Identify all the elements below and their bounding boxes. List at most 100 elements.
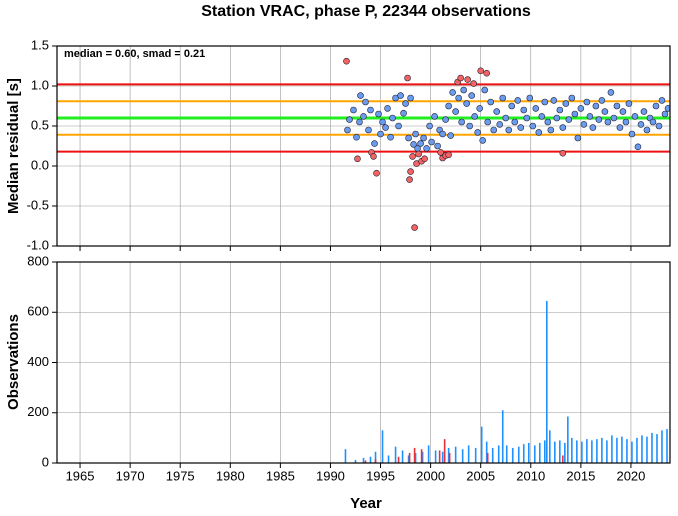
point [423, 145, 430, 152]
y-tick-label: 0.0 [31, 157, 49, 172]
point [407, 94, 414, 102]
bar [661, 430, 663, 463]
point [508, 102, 516, 110]
bar [381, 430, 384, 463]
y-tick-label: 1.5 [31, 37, 49, 52]
point [474, 129, 481, 136]
bar [474, 447, 477, 463]
bar [562, 455, 564, 463]
point [526, 94, 534, 102]
bar [621, 436, 623, 463]
point [580, 121, 588, 128]
point [604, 118, 612, 126]
point [382, 124, 389, 131]
bar [369, 456, 372, 463]
x-tick-label: 1995 [366, 468, 395, 483]
point [487, 98, 495, 106]
point [547, 126, 555, 134]
point [625, 100, 633, 107]
bar [421, 451, 424, 463]
bar [485, 441, 488, 463]
point [426, 122, 433, 130]
point [628, 130, 636, 138]
plot-frame [56, 45, 671, 247]
point [565, 116, 573, 123]
y-tick-label: 0.5 [31, 117, 49, 132]
x-tick-label: 1965 [66, 468, 95, 483]
point [517, 124, 525, 131]
point [343, 57, 350, 65]
point [344, 126, 351, 134]
point [356, 118, 363, 126]
bar [364, 460, 367, 463]
point [379, 118, 386, 126]
point [452, 108, 459, 115]
point [658, 97, 666, 104]
point [496, 121, 504, 128]
bar [394, 446, 397, 463]
x-axis-label: Year [350, 495, 382, 511]
point [598, 97, 606, 104]
bar [374, 451, 377, 463]
point [365, 126, 372, 134]
point [445, 102, 452, 110]
point [514, 97, 522, 104]
bar [427, 445, 430, 463]
y-tick-label: 400 [27, 354, 49, 369]
point [415, 150, 422, 158]
bar [486, 452, 489, 463]
bar [601, 437, 603, 463]
point [493, 108, 501, 115]
y-tick-label: 600 [27, 304, 49, 319]
bar [511, 447, 514, 463]
point [607, 89, 615, 96]
point [484, 118, 492, 126]
bar [414, 452, 417, 463]
point [619, 108, 627, 115]
point [405, 134, 412, 142]
bar [443, 439, 446, 463]
x-tick-label: 1980 [216, 468, 245, 483]
y-axis-label: Observations [5, 314, 22, 410]
bar [611, 435, 613, 463]
bar [636, 437, 638, 463]
bar [559, 440, 561, 463]
point [571, 110, 579, 118]
point [502, 114, 510, 122]
point [362, 98, 369, 106]
point [431, 113, 438, 120]
point [370, 153, 377, 160]
point [562, 100, 570, 107]
point [595, 116, 603, 123]
point [460, 86, 467, 94]
point [616, 124, 624, 131]
point [410, 141, 417, 148]
point [652, 102, 660, 110]
point [523, 114, 531, 122]
bar [576, 440, 578, 463]
point [350, 106, 357, 114]
bar [564, 442, 566, 463]
point [541, 98, 549, 106]
point [354, 155, 361, 163]
point [420, 134, 427, 142]
point [471, 113, 478, 120]
point [544, 118, 552, 126]
point [468, 92, 475, 99]
plot-area [343, 57, 670, 231]
bar [354, 459, 357, 463]
bar [554, 441, 556, 463]
bar [538, 442, 541, 463]
point [556, 106, 564, 114]
point [664, 105, 670, 112]
point [455, 94, 462, 102]
bar [581, 441, 583, 463]
point [400, 109, 407, 117]
bar [571, 437, 573, 463]
point [371, 140, 378, 147]
bar [497, 445, 500, 463]
annotation: median = 0.60, smad = 0.21 [64, 48, 205, 60]
point [505, 126, 513, 134]
bar [420, 449, 423, 463]
point [409, 153, 416, 160]
